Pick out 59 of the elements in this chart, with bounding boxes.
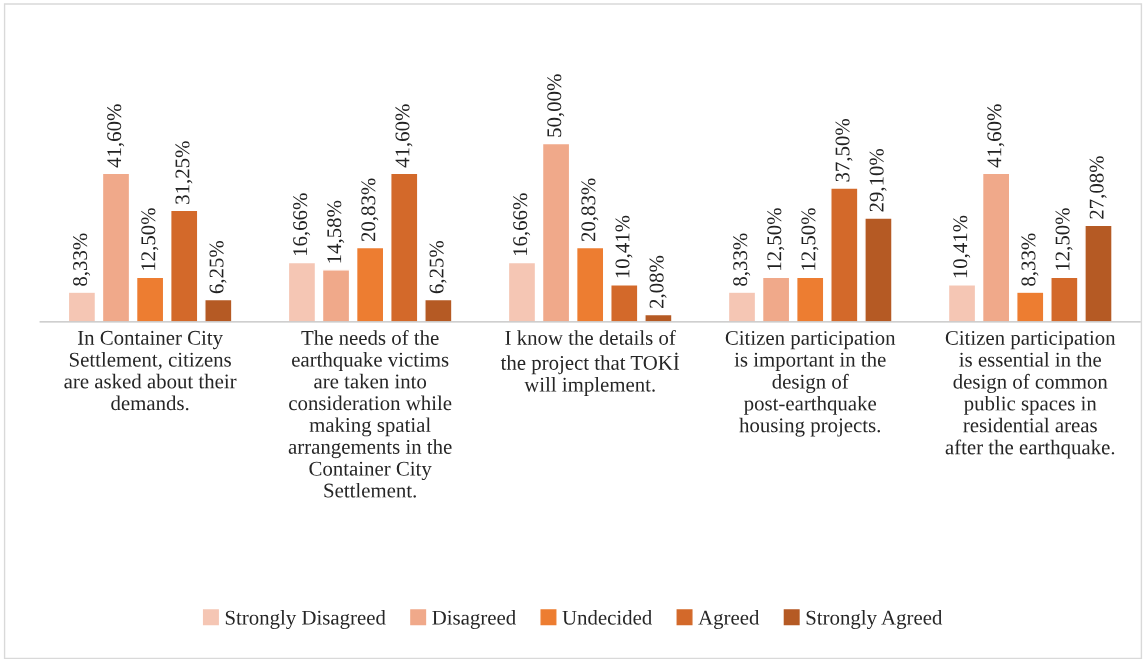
bar	[830, 187, 859, 322]
data-label: 27,08%	[1089, 156, 1107, 219]
bar	[204, 298, 233, 322]
bar	[1016, 291, 1045, 322]
data-label: 8,33%	[1021, 233, 1039, 286]
data-label: 8,33%	[73, 233, 91, 286]
data-label: 41,60%	[107, 104, 125, 168]
data-label: 41,60%	[987, 104, 1005, 168]
legend-label: Agreed	[698, 610, 760, 630]
x-tick-label: The needs of the earthquake victims are taken into consideration while making spatial arrangements in the Container City Settlement.	[288, 330, 452, 498]
legend-label: Undecided	[562, 610, 652, 625]
data-label: 12,50%	[767, 208, 785, 270]
bar	[610, 284, 639, 322]
data-label: 37,50%	[835, 118, 853, 182]
bar	[575, 246, 605, 322]
bar	[321, 269, 351, 322]
data-label: 31,25%	[175, 141, 193, 204]
legend-label: Strongly Agreed	[806, 610, 943, 630]
bar	[135, 276, 165, 322]
data-label: 6,25%	[429, 240, 447, 294]
data-label: 29,10%	[869, 148, 887, 212]
data-label: 16,66%	[293, 193, 311, 256]
bar	[947, 284, 977, 322]
data-label: 6,25%	[209, 240, 227, 294]
bar	[390, 172, 419, 322]
data-label: 41,60%	[395, 104, 413, 168]
legend-label: Strongly Disagreed	[225, 610, 386, 630]
data-label: 10,41%	[953, 215, 971, 278]
bar	[170, 209, 199, 322]
bar	[981, 172, 1011, 322]
bar	[287, 261, 317, 322]
bar	[795, 276, 825, 322]
data-label: 2,08%	[649, 255, 667, 309]
bar	[1050, 276, 1079, 322]
data-label: 50,00%	[547, 74, 565, 137]
data-label: 14,58%	[327, 200, 345, 263]
data-label: 12,50%	[1055, 208, 1073, 270]
bar	[355, 246, 385, 322]
data-label: 20,83%	[361, 178, 379, 242]
data-label: 16,66%	[513, 193, 531, 256]
bar	[1084, 224, 1113, 322]
data-label: 8,33%	[733, 233, 751, 286]
bar	[761, 276, 791, 322]
data-label: 12,50%	[801, 208, 819, 270]
data-label: 12,50%	[141, 208, 159, 270]
bar	[541, 142, 571, 322]
legend-label: Disagreed	[432, 610, 516, 630]
x-tick-label: I know the details of the project that TOKİ will implement.	[500, 330, 680, 396]
bar	[424, 298, 453, 322]
data-label: 10,41%	[615, 215, 633, 278]
data-label: 20,83%	[581, 178, 599, 242]
bar	[67, 291, 97, 322]
bar	[507, 261, 537, 322]
x-tick-label: Citizen participation is essential in the design of common public spaces in residential areas after the earthquake.	[945, 330, 1116, 459]
x-tick-label: Citizen participation is important in the design of post-earthquake housing projects.	[725, 330, 896, 437]
bar	[101, 172, 131, 322]
bar	[727, 291, 757, 322]
bar	[864, 217, 893, 322]
x-tick-label: In Container City Settlement, citizens are asked about their demands.	[64, 330, 237, 411]
